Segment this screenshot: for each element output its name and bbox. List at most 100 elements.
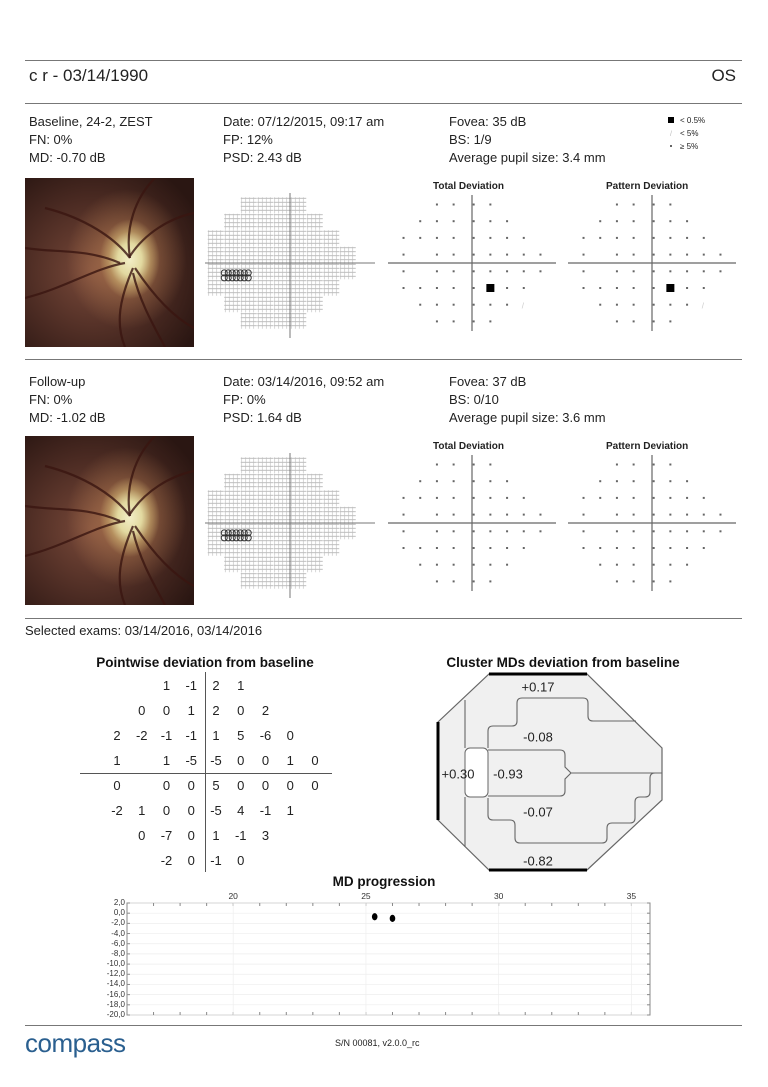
gray-cell bbox=[323, 246, 340, 263]
normal-point bbox=[452, 236, 455, 239]
pointwise-value: -1 bbox=[160, 728, 173, 743]
blood-vessel bbox=[25, 504, 121, 523]
exam-date: Date: 07/12/2015, 09:17 am bbox=[223, 114, 385, 129]
gray-cell bbox=[306, 539, 323, 556]
blood-vessel bbox=[25, 261, 126, 300]
exam-info-col2: Date: 07/12/2015, 09:17 am FP: 12% PSD: … bbox=[223, 113, 384, 167]
false-positive: FP: 12% bbox=[223, 132, 273, 147]
normal-point bbox=[435, 547, 438, 549]
normal-point bbox=[452, 220, 455, 223]
gray-cell bbox=[323, 506, 340, 523]
total-deviation-plot bbox=[388, 455, 556, 591]
gray-cell bbox=[290, 312, 307, 329]
normal-point bbox=[582, 530, 585, 533]
legend-label: < 5% bbox=[680, 129, 699, 138]
exam-type: Baseline, 24-2, ZEST bbox=[29, 114, 153, 129]
normal-point bbox=[489, 547, 492, 549]
fundus-photo bbox=[25, 436, 194, 605]
baseline-exam: Baseline, 24-2, ZEST FN: 0% MD: -0.70 dB… bbox=[0, 113, 768, 353]
gray-cell bbox=[207, 246, 224, 263]
pointwise-value: 0 bbox=[286, 728, 294, 743]
gray-cell bbox=[339, 263, 356, 280]
gray-cell bbox=[290, 279, 307, 296]
exam-date: Date: 03/14/2016, 09:52 am bbox=[223, 374, 385, 389]
normal-point bbox=[686, 303, 689, 306]
normal-point bbox=[522, 513, 525, 516]
md-plot-area bbox=[126, 902, 651, 1016]
pointwise-value: 0 bbox=[162, 803, 171, 818]
normal-point bbox=[669, 563, 672, 566]
normal-point bbox=[582, 287, 585, 289]
exam-info-col3: Fovea: 35 dB BS: 1/9 Average pupil size:… bbox=[449, 113, 606, 167]
normal-point bbox=[615, 287, 618, 289]
normal-point bbox=[669, 547, 672, 549]
blood-vessel bbox=[129, 469, 194, 515]
divider bbox=[25, 618, 742, 619]
gray-cell bbox=[207, 523, 224, 540]
normal-point bbox=[522, 287, 525, 289]
divider bbox=[25, 103, 742, 104]
pointwise-value: 1 bbox=[162, 678, 171, 693]
pointwise-value: 0 bbox=[187, 828, 195, 843]
normal-point bbox=[669, 270, 672, 273]
gray-cell bbox=[273, 539, 290, 556]
normal-point bbox=[652, 480, 655, 483]
blind-spot-region bbox=[464, 747, 489, 798]
normal-point bbox=[506, 563, 509, 566]
horizontal-axis bbox=[80, 773, 332, 774]
normal-point bbox=[419, 303, 422, 306]
normal-point bbox=[435, 236, 438, 239]
normal-point bbox=[506, 236, 509, 239]
gray-cell bbox=[240, 457, 257, 474]
blood-vessel bbox=[134, 525, 194, 587]
blind-spot-mark bbox=[236, 269, 244, 277]
normal-point bbox=[615, 563, 618, 566]
gray-cell bbox=[323, 263, 340, 280]
normal-point bbox=[719, 513, 722, 516]
gray-cell bbox=[240, 213, 257, 230]
normal-point bbox=[652, 320, 655, 323]
normal-point bbox=[599, 303, 602, 306]
gray-cell bbox=[306, 230, 323, 247]
blind-spot-mark bbox=[228, 534, 236, 542]
normal-point bbox=[506, 547, 509, 549]
pointwise-value: 0 bbox=[237, 703, 245, 718]
gray-cell bbox=[240, 572, 257, 589]
normal-point bbox=[599, 287, 602, 289]
normal-point bbox=[599, 496, 602, 499]
mean-deviation: MD: -1.02 dB bbox=[29, 410, 106, 425]
grayscale-map bbox=[205, 453, 375, 598]
normal-point bbox=[452, 496, 455, 499]
serial-number: S/N 00081, v2.0.0_rc bbox=[335, 1038, 420, 1048]
normal-point bbox=[702, 496, 705, 499]
fundus-photo bbox=[25, 178, 194, 347]
cluster-title: Cluster MDs deviation from baseline bbox=[446, 655, 680, 670]
cluster-inferior-paracentral: -0.07 bbox=[523, 804, 553, 820]
gray-cell bbox=[339, 523, 356, 540]
normal-point bbox=[472, 320, 475, 323]
pupil-size: Average pupil size: 3.4 mm bbox=[449, 150, 606, 165]
md-data-point bbox=[389, 914, 396, 922]
normal-point bbox=[702, 513, 705, 516]
normal-point bbox=[506, 287, 509, 289]
normal-point bbox=[522, 547, 525, 549]
blind-spot-mark bbox=[232, 274, 240, 282]
black-square-icon bbox=[668, 117, 674, 123]
gray-cell bbox=[207, 230, 224, 247]
normal-point bbox=[402, 530, 405, 533]
blind-spot-mark bbox=[240, 534, 248, 542]
gray-cell bbox=[224, 556, 241, 573]
gray-cell bbox=[273, 263, 290, 280]
normal-point bbox=[402, 236, 405, 239]
pointwise-value: -1 bbox=[185, 728, 198, 743]
blood-vessel bbox=[25, 519, 126, 558]
normal-point bbox=[402, 547, 405, 549]
normal-point bbox=[686, 513, 689, 516]
selected-exams: Selected exams: 03/14/2016, 03/14/2016 bbox=[25, 623, 263, 638]
normal-point bbox=[686, 270, 689, 273]
pointwise-value: 0 bbox=[162, 703, 171, 718]
pointwise-value: 2 bbox=[261, 703, 270, 718]
gray-cell bbox=[273, 279, 290, 296]
normal-point bbox=[452, 320, 455, 323]
blind-spot-mark bbox=[232, 534, 240, 542]
